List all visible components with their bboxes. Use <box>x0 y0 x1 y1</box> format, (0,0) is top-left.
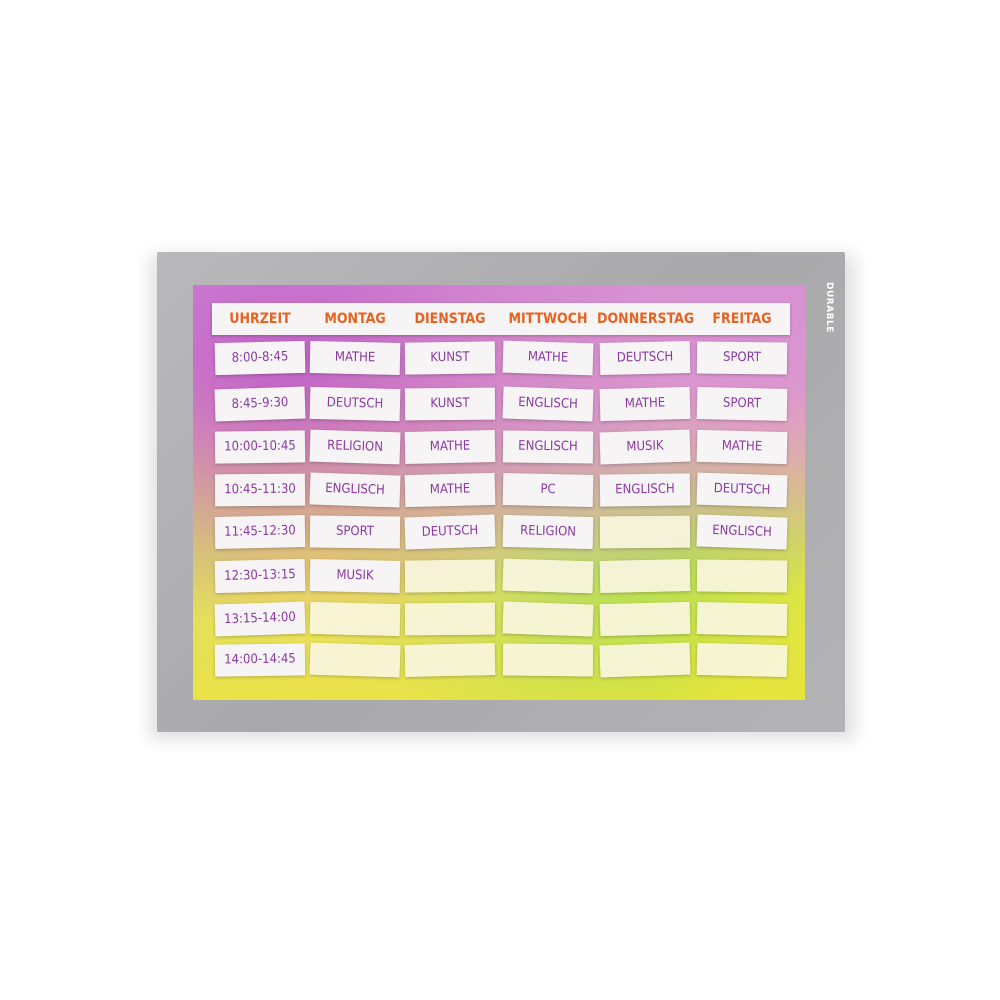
lesson-cell: Sport <box>309 515 401 549</box>
lesson-cell <box>599 601 691 637</box>
header-dienstag: Dienstag <box>414 311 486 327</box>
header-mittwoch: Mittwoch <box>508 311 588 327</box>
lesson-cell: Religion <box>309 429 401 465</box>
lesson-cell <box>599 642 691 678</box>
timetable-board: Uhrzeit Montag Dienstag Mittwoch Donnerstag F… <box>193 285 805 700</box>
lesson-cell: Musik <box>599 429 691 465</box>
time-slot: 10:45-11:30 <box>214 473 306 507</box>
lesson-cell: Mathe <box>599 386 691 422</box>
header-montag: Montag <box>324 311 386 327</box>
lesson-cell: Mathe <box>404 472 496 508</box>
time-slot: 8:00-8:45 <box>214 340 306 376</box>
lesson-cell <box>502 643 594 677</box>
lesson-cell: Mathe <box>404 430 496 464</box>
lesson-cell: Deutsch <box>696 472 788 508</box>
lesson-cell: Religion <box>502 514 594 550</box>
lesson-cell <box>502 601 594 637</box>
lesson-cell: Englisch <box>502 386 594 422</box>
lesson-cell <box>599 515 691 549</box>
lesson-cell <box>404 643 496 677</box>
lesson-cell: Englisch <box>599 473 691 507</box>
lesson-cell: Deutsch <box>309 386 401 422</box>
timetable-frame: Uhrzeit Montag Dienstag Mittwoch Donnerstag F… <box>157 252 845 732</box>
lesson-cell <box>309 601 401 637</box>
lesson-cell: Mathe <box>309 341 401 375</box>
lesson-cell <box>404 559 496 593</box>
lesson-cell <box>696 602 788 636</box>
lesson-cell <box>404 602 496 636</box>
time-slot: 13:15-14:00 <box>214 601 306 637</box>
lesson-cell <box>599 559 691 593</box>
lesson-cell: PC <box>502 473 594 507</box>
time-slot: 11:45-12:30 <box>214 515 306 549</box>
lesson-cell: Mathe <box>696 429 788 465</box>
lesson-cell: Sport <box>696 387 788 421</box>
header-donnerstag: Donnerstag <box>597 311 695 327</box>
lesson-cell <box>696 642 788 678</box>
brand-logo: DURABLE <box>819 282 839 342</box>
lesson-cell: Kunst <box>404 341 496 375</box>
time-slot: 8:45-9:30 <box>214 386 306 422</box>
lesson-cell: Musik <box>309 559 401 593</box>
header-freitag: Freitag <box>712 311 772 327</box>
header-strip: Uhrzeit Montag Dienstag Mittwoch Donnerstag F… <box>212 303 790 335</box>
lesson-cell: Deutsch <box>404 514 496 550</box>
lesson-cell: Englisch <box>309 472 401 508</box>
lesson-cell: Mathe <box>502 340 594 376</box>
header-uhrzeit: Uhrzeit <box>229 311 291 327</box>
time-slot: 12:30-13:15 <box>214 558 306 594</box>
lesson-cell <box>696 559 788 593</box>
time-slot: 14:00-14:45 <box>214 643 306 677</box>
lesson-cell: Englisch <box>502 430 594 464</box>
lesson-cell: Englisch <box>696 514 788 550</box>
lesson-cell <box>502 558 594 594</box>
lesson-cell: Kunst <box>404 387 496 421</box>
brand-logo-text: DURABLE <box>824 282 834 333</box>
lesson-cell: Sport <box>696 341 788 375</box>
time-slot: 10:00-10:45 <box>214 430 306 464</box>
lesson-cell <box>309 642 401 678</box>
lesson-cell: Deutsch <box>599 341 691 375</box>
